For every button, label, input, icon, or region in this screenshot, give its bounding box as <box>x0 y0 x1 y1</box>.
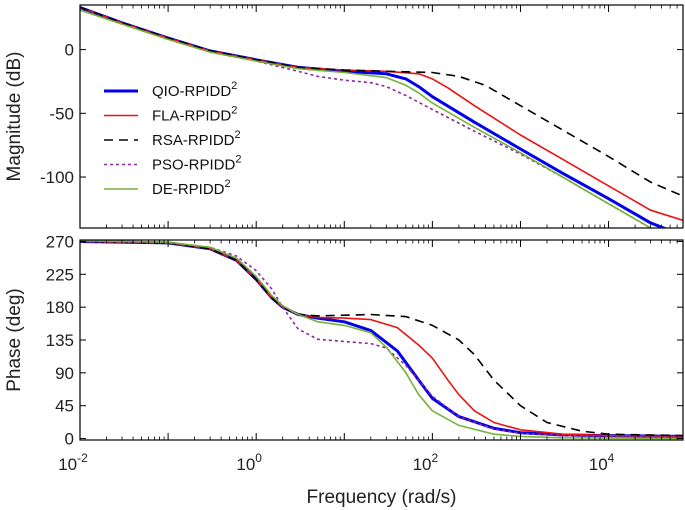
plot-frame <box>79 4 684 229</box>
y-axis-title: Phase (deg) <box>4 288 25 392</box>
legend-entry: DE-RPIDD2 <box>152 178 231 198</box>
x-tick-base: 10 <box>58 455 77 474</box>
series-line-rsa-rpidd <box>80 6 683 197</box>
plot-area <box>80 6 683 228</box>
legend-entry: FLA-RPIDD2 <box>152 105 237 125</box>
series-line-de-rpidd <box>80 240 683 440</box>
y-tick-label: 0 <box>65 430 74 449</box>
y-tick-label: 180 <box>46 298 74 317</box>
legend-superscript: 2 <box>235 129 241 141</box>
legend-label: PSO-RPIDD <box>152 157 236 174</box>
series-line-rsa-rpidd <box>80 240 683 437</box>
legend-superscript: 2 <box>225 178 231 190</box>
x-tick-exponent: 4 <box>608 451 615 465</box>
legend-label: QIO-RPIDD <box>152 83 231 100</box>
plot-area <box>80 240 683 440</box>
y-tick-label: -100 <box>40 168 74 187</box>
y-tick-label: -50 <box>49 104 74 123</box>
y-axis-title: Magnitude (dB) <box>4 52 25 182</box>
x-tick-exponent: 0 <box>255 451 262 465</box>
legend-superscript: 2 <box>235 154 241 166</box>
y-tick-label: 135 <box>46 331 74 350</box>
y-tick-label: 270 <box>46 232 74 251</box>
x-tick-label: 102 <box>413 451 439 474</box>
legend: QIO-RPIDD2FLA-RPIDD2RSA-RPIDD2PSO-RPIDD2… <box>104 80 241 198</box>
x-tick-exponent: 2 <box>431 451 438 465</box>
magnitude-panel: 0 -50 -100 Magnitude (dB) <box>4 4 684 229</box>
x-tick-exponent: -2 <box>77 451 88 465</box>
legend-superscript: 2 <box>231 105 237 117</box>
legend-entry: QIO-RPIDD2 <box>152 80 237 100</box>
x-axis-title: Frequency (rad/s) <box>307 487 457 508</box>
x-tick-label: 100 <box>236 451 262 474</box>
legend-label: RSA-RPIDD <box>152 132 235 149</box>
y-tick-label: 45 <box>55 397 74 416</box>
series-line-pso-rpidd <box>80 240 683 438</box>
legend-label: FLA-RPIDD <box>152 108 231 125</box>
legend-superscript: 2 <box>231 80 237 92</box>
series-line-de-rpidd <box>80 9 653 228</box>
series-line-qio-rpidd <box>80 240 683 438</box>
x-tick-base: 10 <box>589 455 608 474</box>
legend-entry: RSA-RPIDD2 <box>152 129 241 149</box>
y-tick-label: 90 <box>55 364 74 383</box>
x-tick-label: 104 <box>589 451 615 474</box>
x-tick-label: 10-2 <box>58 451 88 474</box>
legend-label: DE-RPIDD <box>152 181 225 198</box>
y-tick-label: 0 <box>65 41 74 60</box>
x-tick-base: 10 <box>413 455 432 474</box>
legend-entry: PSO-RPIDD2 <box>152 154 241 174</box>
x-tick-base: 10 <box>236 455 255 474</box>
y-tick-label: 225 <box>46 265 74 284</box>
